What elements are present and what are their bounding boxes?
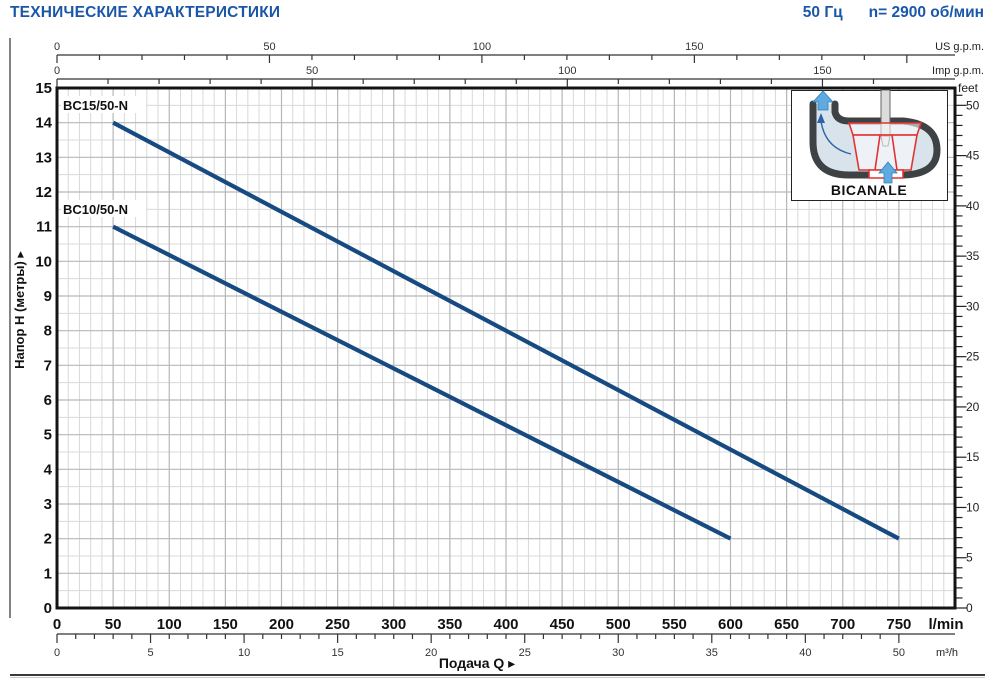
imp-gpm-tick-label: 0 bbox=[54, 65, 60, 77]
us-gpm-unit-label: US g.p.m. bbox=[935, 41, 984, 53]
curve-BC10/50-N bbox=[112, 224, 732, 541]
us-gpm-tick-label: 50 bbox=[263, 41, 275, 53]
meters-tick-label: 6 bbox=[44, 392, 52, 409]
m3h-tick-label: 40 bbox=[799, 647, 811, 659]
meters-tick-label: 15 bbox=[35, 80, 52, 97]
imp-gpm-tick-label: 100 bbox=[558, 65, 576, 77]
outlet-arrow-icon bbox=[812, 90, 834, 111]
feet-tick-label: 30 bbox=[966, 299, 980, 313]
impeller-blade-line bbox=[874, 134, 881, 171]
lmin-tick-label: 250 bbox=[325, 616, 350, 633]
curve-label-text: BC10/50-N bbox=[63, 202, 128, 217]
curve-label-bc10: BC10/50-N bbox=[61, 200, 146, 217]
imp-gpm-tick-label: 50 bbox=[306, 65, 318, 77]
meters-tick-label: 7 bbox=[44, 357, 52, 374]
feet-tick-label: 50 bbox=[966, 98, 980, 112]
us-gpm-tick-label: 0 bbox=[54, 41, 60, 53]
m3h-tick-label: 50 bbox=[893, 647, 905, 659]
feet-tick-label: 45 bbox=[966, 149, 980, 163]
header-specs: 50 Гц n= 2900 об/мин bbox=[803, 4, 984, 22]
pump-casing-wall-right bbox=[831, 100, 941, 179]
meters-tick-label: 4 bbox=[44, 461, 53, 478]
lmin-tick-label: 150 bbox=[213, 616, 238, 633]
meters-tick-label: 14 bbox=[35, 115, 52, 132]
x-axis-title: Подача Q ▸ bbox=[439, 655, 515, 671]
m3h-tick-label: 15 bbox=[332, 647, 344, 659]
m3h-tick-label: 5 bbox=[147, 647, 153, 659]
lmin-tick-label: 600 bbox=[718, 616, 743, 633]
curve-label-bg bbox=[61, 200, 146, 217]
m3h-tick-label: 30 bbox=[612, 647, 624, 659]
impeller-inset: BICANALE bbox=[791, 89, 948, 201]
meters-tick-label: 8 bbox=[44, 323, 52, 340]
lmin-tick-label: 100 bbox=[157, 616, 182, 633]
page-title: ТЕХНИЧЕСКИЕ ХАРАКТЕРИСТИКИ bbox=[10, 4, 281, 21]
impeller-blade-line bbox=[891, 134, 898, 171]
meters-tick-label: 9 bbox=[44, 288, 52, 305]
lmin-tick-label: 700 bbox=[830, 616, 855, 633]
inset-caption: BICANALE bbox=[831, 182, 907, 198]
flow-path-arrow bbox=[820, 120, 852, 155]
feet-tick-label: 20 bbox=[966, 400, 980, 414]
meters-tick-label: 12 bbox=[35, 184, 52, 201]
lmin-tick-label: 450 bbox=[550, 616, 575, 633]
curve-BC15/50-N bbox=[112, 120, 900, 541]
speed-label: n= 2900 об/мин bbox=[868, 4, 984, 21]
us-gpm-tick-label: 150 bbox=[685, 41, 703, 53]
frequency-label: 50 Гц bbox=[802, 4, 843, 21]
m3h-tick-label: 35 bbox=[706, 647, 718, 659]
impeller-top-plate bbox=[847, 122, 923, 136]
m3h-unit-label: m³/h bbox=[936, 647, 958, 659]
feet-tick-label: 35 bbox=[966, 249, 980, 263]
meters-tick-label: 5 bbox=[44, 427, 52, 444]
meters-tick-label: 10 bbox=[35, 253, 52, 270]
meters-tick-label: 0 bbox=[44, 600, 52, 617]
lmin-tick-label: 350 bbox=[437, 616, 462, 633]
feet-tick-label: 40 bbox=[966, 199, 980, 213]
y-axis-title: Напор H (метры) ▸ bbox=[12, 251, 27, 369]
m3h-tick-label: 0 bbox=[54, 647, 60, 659]
feet-tick-label: 5 bbox=[966, 551, 973, 565]
lmin-tick-label: 650 bbox=[774, 616, 799, 633]
curve-label-bc15: BC15/50-N bbox=[61, 96, 146, 113]
feet-tick-label: 0 bbox=[966, 601, 973, 615]
lmin-tick-label: 300 bbox=[381, 616, 406, 633]
feet-unit-label: feet bbox=[958, 81, 979, 95]
meters-tick-label: 2 bbox=[44, 531, 52, 548]
feet-tick-label: 15 bbox=[966, 450, 980, 464]
lmin-tick-label: 0 bbox=[53, 616, 61, 633]
pump-casing-wall-left bbox=[809, 100, 879, 179]
m3h-tick-label: 25 bbox=[519, 647, 531, 659]
lmin-tick-label: 50 bbox=[105, 616, 122, 633]
curve-label-bg bbox=[61, 96, 146, 113]
lmin-tick-label: 550 bbox=[662, 616, 687, 633]
meters-tick-label: 3 bbox=[44, 496, 52, 513]
feet-tick-label: 25 bbox=[966, 350, 980, 364]
lmin-unit-label: l/min bbox=[928, 616, 963, 633]
header: ТЕХНИЧЕСКИЕ ХАРАКТЕРИСТИКИ 50 Гц n= 2900… bbox=[10, 4, 984, 22]
plot-frame bbox=[55, 86, 957, 610]
m3h-tick-label: 10 bbox=[238, 647, 250, 659]
meters-tick-label: 13 bbox=[35, 149, 52, 166]
flow-arrowhead-icon bbox=[817, 113, 825, 123]
lmin-tick-label: 750 bbox=[886, 616, 911, 633]
curve-label-text: BC15/50-N bbox=[63, 98, 128, 113]
imp-gpm-tick-label: 150 bbox=[813, 65, 831, 77]
meters-tick-label: 11 bbox=[36, 219, 52, 236]
imp-gpm-unit-label: Imp g.p.m. bbox=[932, 65, 984, 77]
feet-tick-label: 10 bbox=[966, 500, 980, 514]
lmin-tick-label: 200 bbox=[269, 616, 294, 633]
lmin-tick-label: 500 bbox=[606, 616, 631, 633]
impeller-body bbox=[852, 134, 918, 171]
lmin-tick-label: 400 bbox=[493, 616, 518, 633]
us-gpm-tick-label: 100 bbox=[473, 41, 491, 53]
meters-tick-label: 1 bbox=[44, 565, 52, 582]
inlet-arrow-icon bbox=[878, 161, 898, 184]
m3h-tick-label: 20 bbox=[425, 647, 437, 659]
